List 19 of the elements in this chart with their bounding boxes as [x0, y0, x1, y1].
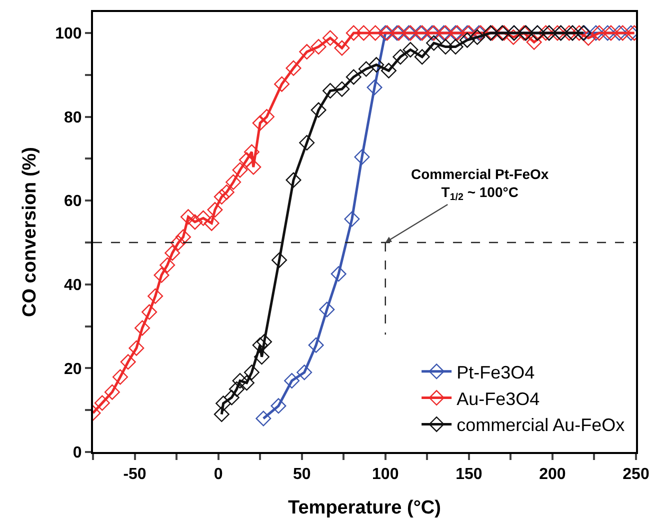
- y-tick-label: 60: [64, 193, 82, 210]
- x-tick-label: 0: [214, 466, 223, 484]
- y-tick-label: 0: [72, 444, 82, 462]
- y-tick-label: 100: [55, 26, 82, 43]
- x-tick-label: 100: [372, 466, 399, 484]
- annotation: Commercial Pt-FeOx T$_{1/2}$ ~ 100°C: [411, 166, 549, 204]
- y-tick-label: 80: [64, 109, 82, 126]
- y-tick-label: 40: [64, 276, 82, 294]
- legend-label: Au-Fe3O4: [456, 388, 540, 409]
- x-axis-title: Temperature (°C): [288, 498, 441, 518]
- x-tick-label: -50: [123, 466, 146, 484]
- y-tick-label: 20: [64, 360, 82, 378]
- y-axis-title: CO conversion (%): [19, 147, 40, 317]
- legend-label: Pt-Fe3O4: [456, 362, 535, 382]
- legend-label: commercial Au-FeOx: [456, 415, 625, 436]
- x-tick-label: 200: [539, 466, 566, 484]
- x-tick-label: 150: [456, 466, 482, 484]
- x-tick-label: 50: [292, 466, 311, 484]
- x-tick-label: 250: [622, 466, 650, 484]
